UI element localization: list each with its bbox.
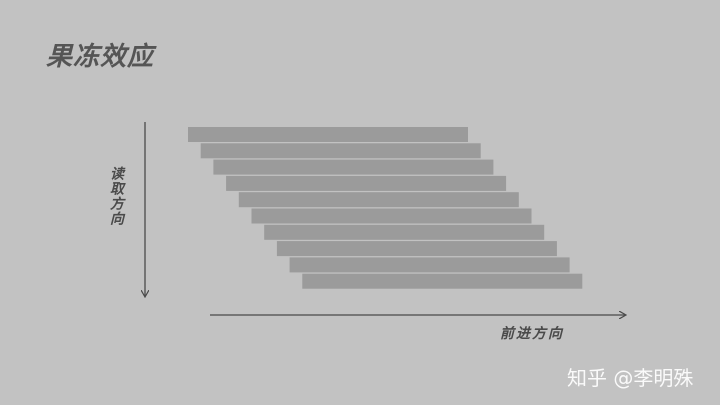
readout-bar [289, 257, 570, 273]
readout-bar [238, 192, 519, 208]
read-direction-label: 读取方向 [108, 166, 124, 226]
readout-bar [302, 273, 583, 289]
readout-bar [276, 241, 557, 257]
readout-bars [188, 127, 583, 289]
forward-direction-label: 前进方向 [500, 326, 564, 342]
readout-bar [226, 175, 507, 191]
watermark: 知乎 @李明殊 [567, 366, 694, 390]
readout-bar [200, 143, 481, 159]
readout-bar [213, 159, 494, 175]
readout-bar [264, 224, 545, 240]
slide-title: 果冻效应 [46, 42, 155, 72]
readout-bar [188, 127, 468, 142]
readout-bar [251, 208, 532, 224]
